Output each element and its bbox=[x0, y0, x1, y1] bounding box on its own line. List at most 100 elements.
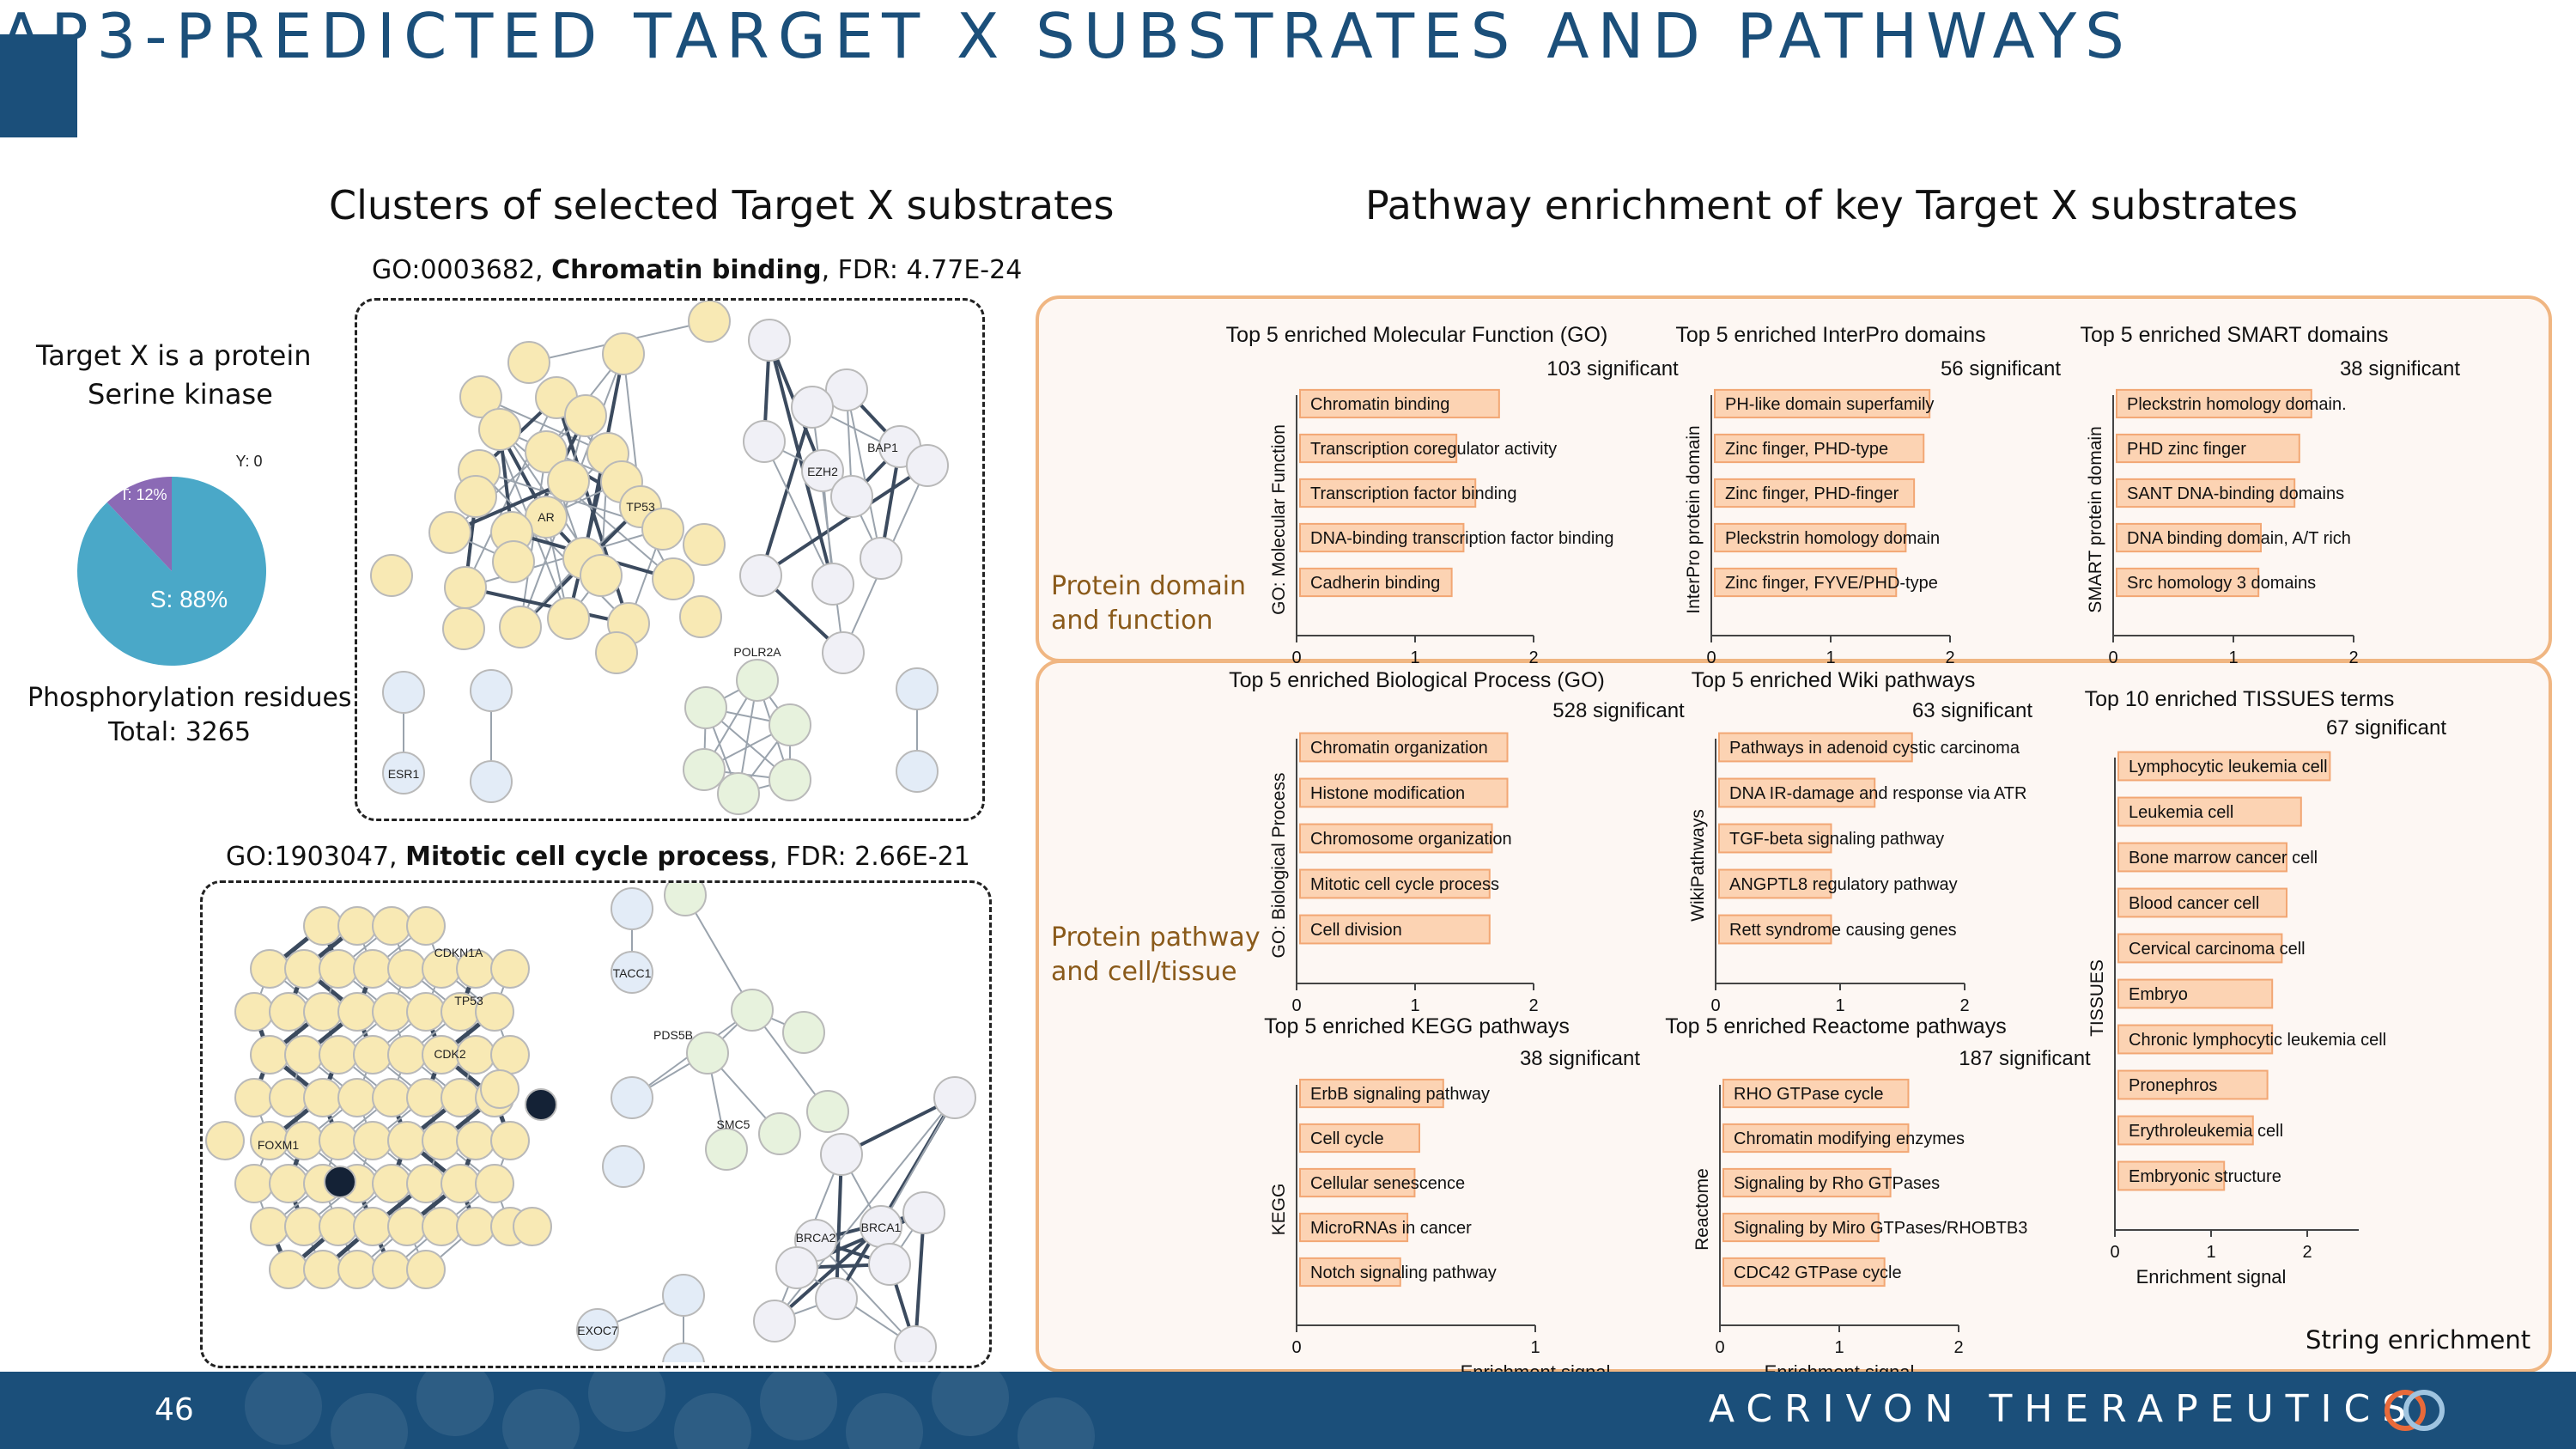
chart-bar bbox=[1299, 1123, 1420, 1154]
chart-title: Top 5 enriched Biological Process (GO) bbox=[1229, 668, 1605, 692]
network-node bbox=[906, 444, 949, 487]
chart-bar bbox=[1299, 388, 1500, 419]
network-node bbox=[743, 420, 786, 463]
network-node bbox=[547, 597, 590, 640]
network-node bbox=[782, 1011, 825, 1054]
panel2-label-line1: Protein pathway bbox=[1051, 922, 1261, 953]
chart-bar-label: DNA-binding transcription factor binding bbox=[1310, 529, 1614, 548]
chart-ylabel: SMART protein domain bbox=[2086, 426, 2105, 613]
chart-bar-label: PH-like domain superfamily bbox=[1725, 395, 1934, 414]
network-node bbox=[679, 595, 722, 638]
chart-bar-label: Histone modification bbox=[1310, 784, 1465, 803]
network-node bbox=[428, 511, 471, 554]
chart-bar-label: DNA binding domain, A/T rich bbox=[2127, 529, 2351, 548]
chart-3: Top 5 enriched SMART domains 38 significa… bbox=[2081, 323, 2461, 667]
chart-bar bbox=[2116, 433, 2300, 464]
chart-bar bbox=[1299, 1257, 1401, 1288]
chart-subtitle: 103 significant bbox=[1546, 357, 1679, 381]
chart-bar-label: RHO GTPase cycle bbox=[1734, 1085, 1883, 1104]
network-edge bbox=[478, 470, 629, 624]
network-node bbox=[686, 1032, 729, 1075]
footer-decoration bbox=[245, 1372, 1095, 1449]
chart-bar-label: Pleckstrin homology domain bbox=[1725, 529, 1940, 548]
chart-x-tick-label: 1 bbox=[1530, 1338, 1540, 1357]
chart-bar bbox=[1718, 732, 1913, 763]
network-node bbox=[576, 1308, 619, 1351]
panel1-label-line1: Protein domain bbox=[1051, 571, 1247, 601]
phospho-pie-chart: Y: 0 T: 12% S: 88% bbox=[76, 453, 266, 666]
network-edge bbox=[763, 441, 834, 585]
chart-bar bbox=[1718, 777, 1876, 808]
network-node-label: BRCA2 bbox=[796, 1231, 836, 1245]
network-node bbox=[664, 883, 707, 916]
chart-x-tick-label: 0 bbox=[1291, 996, 1301, 1015]
pie-slice-serine bbox=[76, 477, 266, 666]
chart-bar bbox=[1299, 914, 1491, 945]
chart-title: Top 5 enriched Molecular Function (GO) bbox=[1226, 323, 1608, 347]
network-node bbox=[525, 430, 568, 473]
chart-x-tick-label: 0 bbox=[2108, 648, 2117, 667]
network-node bbox=[580, 554, 623, 597]
network-node bbox=[611, 1076, 653, 1119]
chart-bar-label: Leukemia cell bbox=[2129, 803, 2233, 822]
chart-bar-label: Bone marrow cancer cell bbox=[2129, 849, 2318, 868]
panel1-label-line2: and function bbox=[1051, 606, 1213, 636]
chart-x-tick-label: 0 bbox=[1706, 648, 1716, 667]
network-node bbox=[205, 1121, 245, 1160]
chart-bar bbox=[1718, 868, 1832, 899]
chart-bar-label: ANGPTL8 regulatory pathway bbox=[1729, 875, 1958, 894]
chart-x-tick-label: 2 bbox=[1528, 648, 1538, 667]
chart-bar bbox=[1714, 522, 1907, 553]
network-edge bbox=[449, 479, 569, 534]
slide-title: AP3-PREDICTED TARGET X SUBSTRATES AND PA… bbox=[0, 0, 2133, 72]
network-node bbox=[547, 460, 590, 502]
chart-bar-label: Embryo bbox=[2129, 985, 2188, 1004]
chart-x-tick-label: 1 bbox=[2228, 648, 2238, 667]
network-node bbox=[602, 1145, 645, 1188]
network-node bbox=[683, 748, 726, 791]
network-node-label: TP53 bbox=[454, 994, 483, 1008]
chart-bar-label: Zinc finger, PHD-finger bbox=[1725, 484, 1899, 503]
chart-x-tick-label: 2 bbox=[2348, 648, 2358, 667]
chart-bar bbox=[2117, 887, 2287, 918]
chart-bar bbox=[1299, 823, 1493, 854]
network-node bbox=[717, 772, 760, 815]
network-node bbox=[470, 669, 513, 712]
chart-bar bbox=[1299, 433, 1458, 464]
network-node-label: SMC5 bbox=[717, 1117, 750, 1131]
network-node-label: ESR1 bbox=[388, 767, 420, 781]
chart-bar-label: Chronic lymphocytic leukemia cell bbox=[2129, 1031, 2386, 1050]
network-edge bbox=[480, 396, 609, 454]
chart-xlabel: Enrichment signal bbox=[1765, 1361, 1915, 1372]
network-node bbox=[902, 1191, 945, 1234]
chart-title: Top 5 enriched InterPro domains bbox=[1675, 323, 1985, 347]
network-node bbox=[791, 386, 834, 429]
chart-bar bbox=[1299, 1078, 1444, 1109]
kinase-line-2: Serine kinase bbox=[88, 378, 273, 411]
chart-x-tick-label: 1 bbox=[1410, 648, 1419, 667]
network-node bbox=[822, 631, 865, 674]
chart-bar-label: DNA IR-damage and response via ATR bbox=[1729, 784, 2026, 803]
network-node bbox=[894, 1325, 937, 1362]
chart-bar-label: Pathways in adenoid cystic carcinoma bbox=[1729, 739, 2020, 758]
chart-subtitle: 187 significant bbox=[1959, 1047, 2091, 1070]
chart-ylabel: GO: Molecular Function bbox=[1269, 424, 1289, 615]
chart-ylabel: GO: Biological Process bbox=[1269, 773, 1289, 959]
chart-subtitle: 63 significant bbox=[1912, 699, 2032, 722]
network-edge bbox=[759, 406, 814, 576]
network-node bbox=[896, 750, 939, 793]
network-edge bbox=[914, 1212, 926, 1348]
chart-bar bbox=[2117, 1069, 2269, 1100]
network-node bbox=[478, 408, 521, 451]
chart-bar bbox=[2117, 933, 2283, 964]
network-node bbox=[739, 554, 782, 597]
network-node bbox=[611, 887, 653, 930]
chart-bar-label: Chromosome organization bbox=[1310, 830, 1512, 849]
chart-4: Top 5 enriched Biological Process (GO) 52… bbox=[1229, 668, 1685, 1015]
network-node bbox=[641, 508, 684, 551]
chart-ylabel: Reactome bbox=[1692, 1168, 1712, 1251]
chart-subtitle: 56 significant bbox=[1941, 357, 2061, 381]
chart-bar bbox=[2116, 478, 2296, 508]
cluster2-box bbox=[200, 880, 992, 1368]
chart-title: Top 5 enriched Reactome pathways bbox=[1665, 1014, 2006, 1038]
